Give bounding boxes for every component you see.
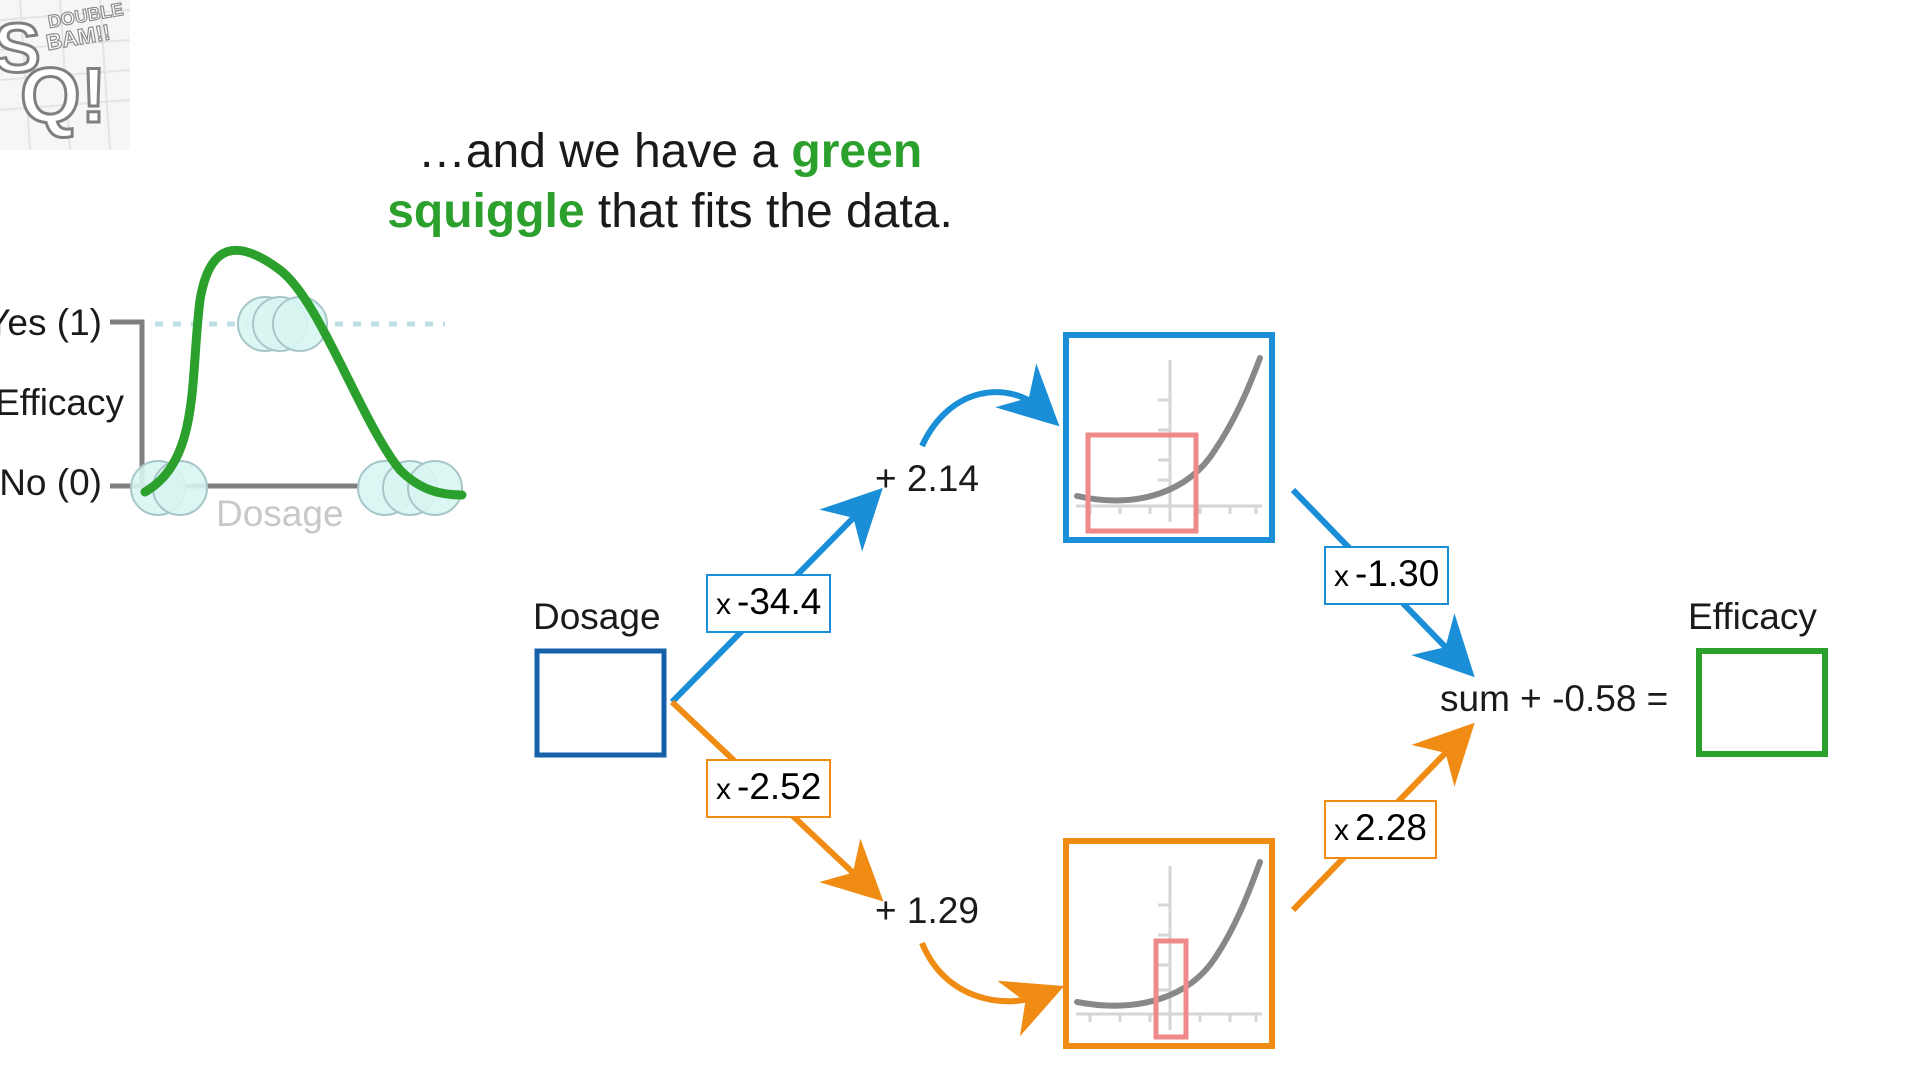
output-box	[1696, 648, 1828, 757]
input-box	[534, 648, 667, 758]
bottom-input-weight: x -2.52	[706, 759, 832, 818]
blue-connection-2	[919, 363, 1060, 448]
weight-value: -2.52	[737, 766, 822, 807]
weight-value: -34.4	[737, 581, 822, 622]
svg-text:Q!: Q!	[20, 51, 107, 139]
top-input-weight: x -34.4	[706, 574, 832, 633]
y-label-no: No (0)	[0, 462, 102, 503]
bottom-activation-node	[1063, 838, 1275, 1049]
output-label: Efficacy	[1688, 596, 1817, 637]
weight-value: 2.28	[1355, 807, 1428, 848]
top-bias: + 2.14	[875, 458, 979, 499]
statquest-logo: S Q! DOUBLE BAM!!	[0, 0, 131, 151]
caption-text-1: …and we have a	[417, 125, 792, 178]
top-node-window	[1085, 432, 1199, 534]
bottom-bias: + 1.29	[875, 890, 979, 931]
caption-highlight-squiggle: squiggle	[387, 185, 585, 238]
efficacy-plot	[110, 245, 467, 516]
top-output-weight: x -1.30	[1324, 546, 1450, 605]
caption: …and we have a green squiggle that fits …	[360, 122, 980, 242]
times-symbol: x	[716, 588, 731, 621]
top-activation-node	[1063, 332, 1275, 543]
input-label: Dosage	[533, 596, 661, 637]
sum-expression: sum + -0.58 =	[1440, 678, 1669, 719]
caption-highlight-green: green	[791, 125, 923, 178]
x-axis-label: Dosage	[216, 493, 344, 534]
y-label-yes: Yes (1)	[0, 302, 102, 343]
bottom-output-weight: x 2.28	[1324, 800, 1438, 859]
bottom-node-window	[1153, 938, 1189, 1040]
y-axis-label: Efficacy	[0, 382, 124, 423]
svg-text:S: S	[0, 9, 41, 87]
orange-connection-2	[919, 941, 1065, 1037]
caption-line-2: squiggle that fits the data.	[360, 182, 980, 242]
times-symbol: x	[1334, 814, 1349, 847]
green-squiggle	[140, 245, 467, 500]
times-symbol: x	[716, 773, 731, 806]
weight-value: -1.30	[1355, 553, 1440, 594]
caption-line-1: …and we have a green	[360, 122, 980, 182]
times-symbol: x	[1334, 560, 1349, 593]
caption-text-2: that fits the data.	[584, 185, 953, 238]
